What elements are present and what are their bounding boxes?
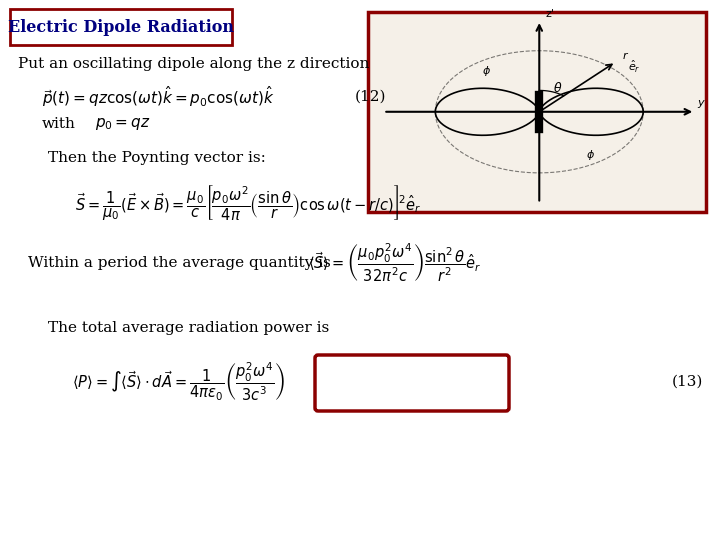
Text: $\langle P\rangle = \int\langle\vec{S}\rangle\cdot d\vec{A} = \dfrac{1}{4\pi\var: $\langle P\rangle = \int\langle\vec{S}\r… [72, 361, 285, 403]
FancyBboxPatch shape [315, 355, 509, 411]
Text: Then the Poynting vector is:: Then the Poynting vector is: [48, 151, 266, 165]
Text: $p_0 = qz$: $p_0 = qz$ [95, 116, 150, 132]
Text: $\phi$: $\phi$ [482, 64, 491, 78]
Text: The total average radiation power is: The total average radiation power is [48, 321, 329, 335]
Text: $\theta$: $\theta$ [553, 81, 562, 95]
Text: $\vec{p}(t) = qz\cos(\omega t)\hat{k} = p_0\cos(\omega t)\hat{k}$: $\vec{p}(t) = qz\cos(\omega t)\hat{k} = … [42, 85, 274, 110]
Text: (13): (13) [672, 375, 703, 389]
Text: $\langle\vec{S}\rangle = \left(\dfrac{\mu_0 p_0^2\omega^4}{32\pi^2 c}\right)\dfr: $\langle\vec{S}\rangle = \left(\dfrac{\m… [308, 242, 482, 284]
Text: Electric Dipole Radiation: Electric Dipole Radiation [8, 18, 234, 36]
Text: with: with [42, 117, 76, 131]
Text: z': z' [546, 9, 554, 19]
Text: $\hat{e}_r$: $\hat{e}_r$ [629, 59, 641, 75]
Text: r: r [623, 51, 628, 62]
Text: $\vec{S} = \dfrac{1}{\mu_0}(\vec{E}\times\vec{B}) = \dfrac{\mu_0}{c}\left[\dfrac: $\vec{S} = \dfrac{1}{\mu_0}(\vec{E}\time… [75, 183, 421, 221]
Bar [368, 12, 706, 212]
Text: Put an oscillating dipole along the z direction: Put an oscillating dipole along the z di… [18, 57, 369, 71]
Text: Within a period the average quantity is: Within a period the average quantity is [28, 256, 330, 270]
FancyBboxPatch shape [10, 9, 232, 45]
Text: $\phi$: $\phi$ [586, 147, 595, 161]
Text: y: y [697, 98, 704, 108]
Text: (12): (12) [355, 90, 387, 104]
